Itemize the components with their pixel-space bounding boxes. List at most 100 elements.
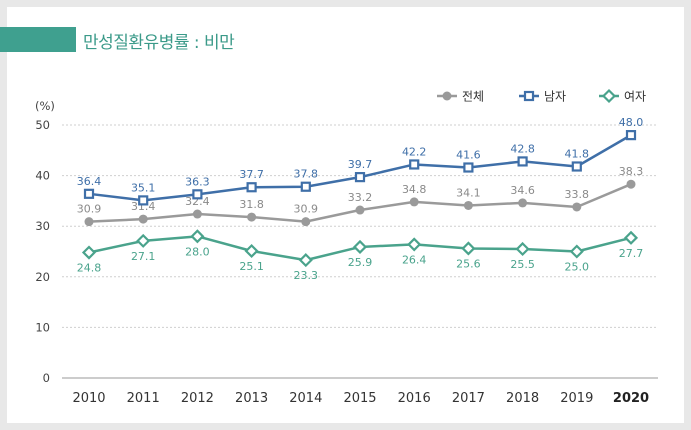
legend-item-전체: 전체: [437, 90, 484, 104]
data-label: 38.3: [619, 165, 644, 178]
data-point: [355, 205, 365, 215]
data-label: 37.7: [239, 168, 264, 181]
x-tick-label: 2010: [72, 391, 105, 406]
data-label: 37.8: [294, 168, 319, 181]
data-label: 34.1: [456, 186, 481, 199]
data-point: [623, 230, 639, 245]
x-tick-label: 2013: [235, 391, 268, 406]
data-label: 23.3: [294, 269, 319, 282]
y-tick-label: 30: [35, 219, 50, 233]
data-label: 39.7: [348, 158, 373, 171]
legend-label: 남자: [544, 90, 566, 104]
data-label: 35.1: [131, 181, 156, 194]
data-point: [138, 214, 148, 224]
data-label: 42.2: [402, 145, 427, 158]
data-point: [625, 130, 637, 141]
data-label: 28.0: [185, 245, 210, 258]
data-point: [192, 189, 203, 200]
data-point: [463, 200, 473, 210]
data-label: 25.5: [510, 258, 535, 271]
data-point: [247, 212, 257, 222]
legend-label: 여자: [624, 90, 646, 104]
data-point: [407, 237, 422, 252]
data-point: [626, 179, 636, 189]
y-tick-label: 40: [35, 169, 50, 183]
data-label: 32.4: [185, 195, 210, 208]
data-label: 30.9: [294, 203, 319, 216]
data-point: [83, 188, 95, 199]
data-label: 36.4: [77, 175, 102, 188]
series-여자: 24.8 27.1 28.0 25.1 23.3 25.9 26.4 25.6 25.5 25.0…: [77, 229, 644, 282]
data-point: [84, 217, 94, 227]
x-tick-label: 2018: [506, 391, 539, 406]
y-axis-label: (%): [35, 99, 55, 113]
data-point: [138, 195, 149, 206]
data-point: [461, 241, 476, 256]
data-point: [517, 156, 528, 167]
data-label: 42.8: [510, 142, 535, 155]
x-tick-label: 2012: [181, 391, 214, 406]
data-label: 25.0: [565, 261, 590, 274]
data-label: 34.8: [402, 183, 427, 196]
data-point: [190, 229, 205, 244]
data-label: 48.0: [619, 116, 644, 129]
y-tick-label: 20: [35, 270, 50, 284]
data-label: 34.6: [510, 184, 535, 197]
data-label: 33.8: [565, 188, 590, 201]
data-label: 25.1: [239, 260, 264, 273]
data-point: [246, 182, 257, 193]
data-label: 41.6: [456, 149, 481, 162]
data-label: 27.1: [131, 250, 156, 263]
x-axis-ticks: 2010 2011 2012 2013 2014 2015 2016 2017 2018 2019…: [72, 391, 649, 406]
data-label: 27.7: [619, 247, 644, 260]
y-tick-label: 0: [43, 371, 50, 385]
data-point: [569, 244, 584, 259]
legend-marker: [523, 90, 535, 102]
data-point: [463, 162, 474, 173]
data-point: [572, 202, 582, 212]
x-tick-label: 2015: [343, 391, 376, 406]
data-point: [300, 181, 311, 192]
data-point: [298, 253, 313, 268]
series-남자: 36.4 35.1 36.3 37.7 37.8 39.7 42.2 41.6 42.8 41.8…: [77, 116, 644, 206]
data-point: [354, 172, 366, 183]
data-label: 25.6: [456, 257, 481, 270]
data-point: [244, 243, 259, 259]
legend-label: 전체: [462, 90, 484, 104]
x-tick-label: 2016: [398, 391, 431, 406]
series-전체: 30.9 31.4 32.4 31.8 30.9 33.2 34.8 34.1 34.6 33.8…: [77, 165, 644, 227]
data-point: [301, 217, 311, 227]
data-point: [136, 233, 151, 248]
x-tick-label: 2017: [452, 391, 485, 406]
data-point: [409, 159, 420, 170]
legend-item-남자: 남자: [519, 90, 566, 104]
x-tick-label: 2011: [127, 391, 160, 406]
x-tick-label: 2019: [560, 391, 593, 406]
title-accent-bar: [0, 27, 76, 52]
data-point: [81, 245, 97, 260]
data-label: 26.4: [402, 253, 427, 266]
y-tick-label: 50: [35, 118, 50, 132]
data-label: 33.2: [348, 191, 373, 204]
y-axis-ticks: 0 10 20 30 40 50: [35, 118, 50, 385]
data-label: 25.9: [348, 256, 373, 269]
x-tick-label: 2020: [613, 391, 649, 406]
legend: 전체 남자 여자: [437, 88, 646, 104]
data-label: 31.4: [131, 200, 156, 213]
data-label: 31.8: [239, 198, 264, 211]
x-tick-label: 2014: [289, 391, 322, 406]
data-point: [192, 209, 202, 219]
data-point: [518, 198, 528, 208]
legend-marker: [601, 88, 617, 104]
data-label: 36.3: [185, 175, 210, 188]
data-point: [352, 239, 368, 255]
series-group: 30.9 31.4 32.4 31.8 30.9 33.2 34.8 34.1 34.6 33.8…: [77, 116, 644, 282]
chart-title: 만성질환유병률 : 비만: [83, 33, 235, 53]
data-point: [571, 161, 582, 172]
data-label: 24.8: [77, 262, 102, 275]
y-tick-label: 10: [35, 320, 50, 334]
data-point: [515, 241, 530, 257]
data-label: 41.8: [565, 147, 590, 160]
